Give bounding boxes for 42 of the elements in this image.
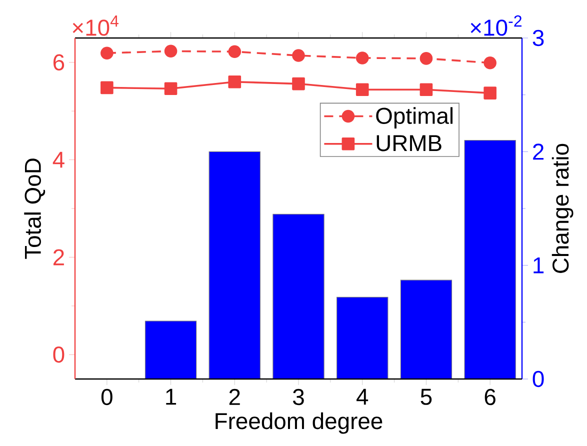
point — [420, 83, 433, 96]
bar — [336, 297, 388, 379]
y-tick-label: 0 — [53, 346, 64, 363]
point — [164, 82, 178, 96]
legend-label: URMB — [376, 135, 442, 152]
y-tick-label: 2 — [53, 249, 64, 266]
x-tick-label: 2 — [229, 388, 240, 405]
y2-tick-label: 0 — [532, 370, 544, 388]
y-axis-title: Total QoD — [24, 158, 46, 259]
bar — [145, 321, 196, 379]
y2-tick-label: 2 — [533, 144, 544, 160]
point — [420, 52, 433, 65]
x-tick-label: 3 — [293, 388, 304, 406]
point — [356, 52, 369, 64]
text: ×10$^{4}$ — [72, 16, 119, 36]
bar — [209, 152, 260, 379]
point — [292, 77, 305, 90]
x-tick-label: 6 — [484, 388, 496, 406]
point — [484, 56, 496, 70]
y-tick-label: 6 — [53, 54, 64, 70]
point — [100, 81, 114, 94]
point — [484, 86, 496, 100]
point — [164, 44, 178, 58]
x-tick-label: 0 — [101, 388, 112, 406]
y2-tick-label: 3 — [532, 30, 544, 46]
text: ×10$^{-2}$ — [470, 15, 522, 36]
bar — [272, 214, 324, 379]
y2-axis-title: Change ratio — [552, 144, 574, 273]
bar — [400, 280, 452, 379]
legend-label: Optimal — [376, 107, 453, 129]
x-axis-title: Freedom degree — [216, 412, 382, 434]
point — [292, 49, 305, 62]
point — [228, 45, 242, 58]
x-tick-label: 4 — [356, 388, 368, 405]
x-tick-label: 5 — [420, 388, 432, 405]
y2-tick-label: 1 — [534, 257, 544, 274]
bar — [464, 140, 516, 379]
point — [100, 46, 114, 60]
point — [228, 75, 242, 88]
x-tick-label: 1 — [166, 388, 176, 405]
point — [356, 83, 369, 96]
y-tick-label: 4 — [52, 152, 64, 168]
